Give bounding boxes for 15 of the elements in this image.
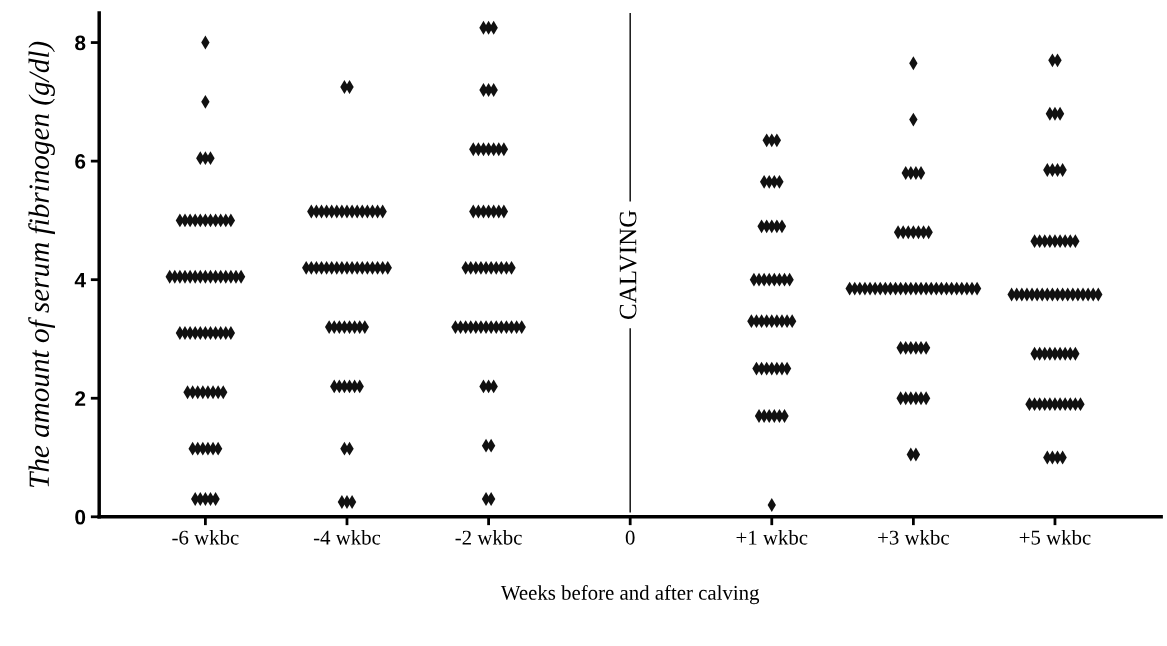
x-tick-label: 0: [625, 530, 635, 545]
y-tick-label: 6: [75, 154, 86, 169]
y-axis-title: The amount of serum fibrinogen (g/dl): [28, 41, 55, 487]
x-tick-label: +1 wkbc: [736, 529, 808, 545]
x-axis-title: Weeks before and after calving: [500, 585, 760, 605]
x-tick-label: +3 wkbc: [878, 529, 949, 545]
y-tick-label: 0: [75, 509, 86, 525]
y-tick-label: 4: [74, 272, 86, 288]
x-tick-label: -2 wkbc: [455, 529, 522, 545]
x-tick-label: +5 wkbc: [1019, 529, 1091, 545]
y-tick-label: 2: [75, 391, 86, 406]
ref-line-label: CALVING: [619, 210, 637, 319]
x-tick-label: -6 wkbc: [172, 529, 239, 545]
x-tick-label: -4 wkbc: [313, 529, 381, 545]
y-tick-label: 8: [75, 35, 86, 51]
